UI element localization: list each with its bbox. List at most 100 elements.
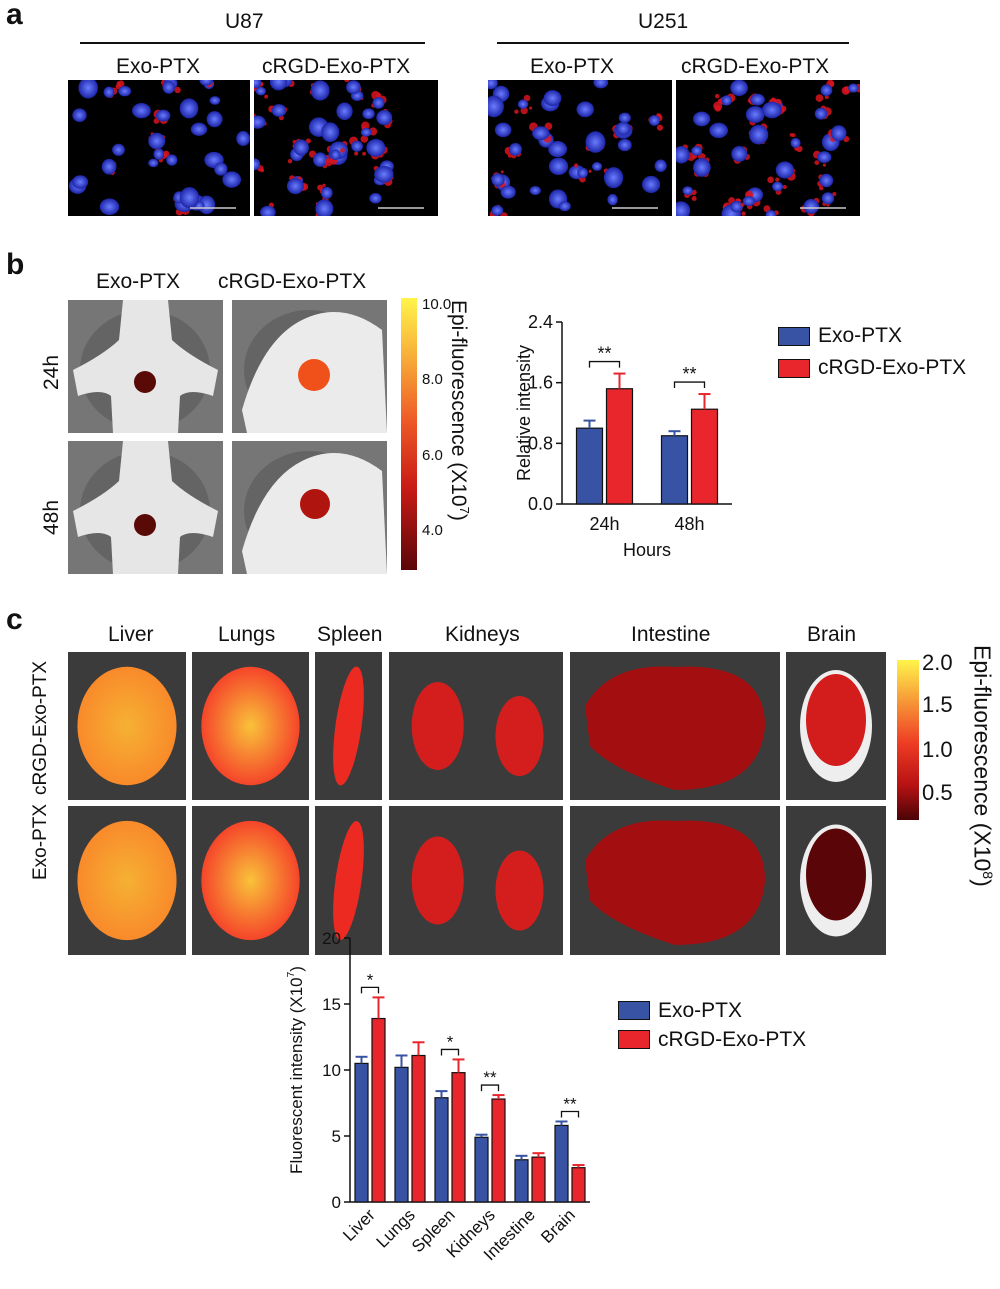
nucleus: [491, 173, 505, 187]
u251-exo-ptx-label: Exo-PTX: [530, 55, 615, 78]
nucleus: [494, 122, 512, 138]
nucleus: [321, 122, 340, 142]
nucleus: [254, 158, 261, 171]
nucleus: [206, 111, 223, 128]
nucleus: [532, 126, 550, 141]
nucleus: [260, 205, 276, 216]
legend-label-crgd: cRGD-Exo-PTX: [818, 356, 967, 379]
red-vesicle: [740, 202, 745, 207]
panel-b-cbar-tick-4: 4.0: [422, 522, 443, 539]
bar-kidneys-exo: [474, 1136, 489, 1203]
nucleus: [730, 80, 748, 96]
nucleus: [750, 93, 765, 106]
panel-b-cbar-tick-10: 10.0: [422, 296, 452, 313]
panel-b-colorbar-label: Epi-fluorescence (X107): [447, 300, 472, 521]
nucleus: [118, 85, 132, 97]
organ-image-intestine-crgd: [570, 652, 780, 800]
u87-exo-ptx-label: Exo-PTX: [116, 55, 201, 78]
y-tick-label: 0.8: [528, 433, 553, 453]
y-tick-label: 20: [322, 929, 341, 948]
organ-image-kidneys-crgd: [389, 652, 563, 800]
nucleus: [592, 162, 603, 171]
organ-image-brain-crgd: [786, 652, 886, 800]
significance-bracket: [560, 1110, 580, 1118]
nucleus: [691, 145, 703, 156]
organ-label-spleen: Spleen: [317, 623, 383, 646]
red-vesicle: [174, 86, 181, 94]
panel-c-letter: c: [6, 603, 23, 636]
nucleus: [148, 132, 166, 150]
red-vesicle: [714, 105, 722, 112]
bar-spleen-exo: [434, 1097, 449, 1203]
organ-image-lungs-exo: [192, 806, 309, 955]
red-vesicle: [529, 106, 533, 110]
nucleus: [362, 108, 375, 120]
nucleus: [558, 201, 571, 212]
red-vesicle: [828, 80, 835, 87]
organ-label-liver: Liver: [108, 623, 154, 646]
nucleus: [153, 148, 165, 160]
panel-b-row-24h: 24h: [40, 354, 63, 390]
organ-image-spleen-crgd: [315, 652, 382, 800]
nucleus: [500, 185, 516, 199]
nucleus: [209, 96, 221, 105]
x-tick-label: Brain: [537, 1205, 578, 1246]
red-vesicle: [500, 170, 504, 174]
nucleus: [269, 80, 288, 91]
nucleus: [72, 175, 89, 189]
red-vesicle: [775, 177, 780, 182]
red-vesicle: [354, 151, 359, 156]
organ-shape: [411, 836, 464, 925]
nucleus: [618, 112, 631, 124]
u87-crgd-label: cRGD-Exo-PTX: [262, 55, 411, 78]
significance-bracket: [360, 986, 380, 994]
significance-marker: *: [447, 1032, 454, 1051]
red-vesicle: [717, 98, 723, 104]
red-vesicle: [116, 81, 121, 86]
nucleus: [517, 99, 529, 109]
nucleus: [814, 107, 828, 120]
nucleus: [346, 80, 361, 95]
mouse-body: [73, 441, 218, 574]
micrograph-u87-crgd: [254, 80, 438, 216]
y-tick-label: 10: [322, 1061, 341, 1080]
red-vesicle: [573, 163, 579, 168]
fluorescence-spot: [300, 489, 330, 519]
nucleus: [330, 149, 341, 161]
nucleus: [376, 109, 393, 126]
nucleus: [99, 198, 120, 215]
nucleus: [617, 138, 632, 152]
legend-c-item-crgd: cRGD-Exo-PTX: [618, 1026, 806, 1053]
organ-label-brain: Brain: [807, 623, 857, 646]
red-vesicle: [305, 138, 311, 144]
x-tick-label: 24h: [589, 514, 619, 534]
y-axis-label: Relative intensity: [514, 345, 534, 481]
bar-liver-crgd: [371, 1017, 386, 1203]
red-vesicle: [153, 118, 160, 124]
nucleus: [577, 167, 588, 179]
nucleus: [548, 157, 569, 175]
nucleus: [166, 154, 178, 166]
nucleus: [548, 140, 568, 158]
red-vesicle: [791, 133, 796, 138]
nucleus: [310, 80, 330, 101]
panel-c-cbar-tick-05: 0.5: [922, 780, 953, 805]
legend-c-item-exo: Exo-PTX: [618, 997, 806, 1024]
nucleus: [775, 161, 794, 179]
bar-24h-exo: [575, 427, 604, 505]
panel-c-row-crgd: cRGD-Exo-PTX: [30, 660, 51, 795]
red-vesicle: [691, 195, 697, 201]
organ-image-brain-exo: [786, 806, 886, 955]
legend-item-exo: Exo-PTX: [778, 322, 966, 350]
nucleus: [585, 131, 606, 153]
nucleus: [848, 83, 859, 93]
legend-c-swatch-blue: [618, 1001, 650, 1020]
fluorescence-spot: [298, 359, 330, 391]
x-tick-label: 48h: [674, 514, 704, 534]
nucleus: [830, 125, 847, 142]
nucleus: [488, 95, 504, 118]
nucleus: [761, 101, 782, 119]
panel-c-cbar-tick-1: 1.0: [922, 737, 953, 762]
mouse-image-exo-48h: [68, 441, 223, 574]
nucleus: [374, 165, 394, 183]
